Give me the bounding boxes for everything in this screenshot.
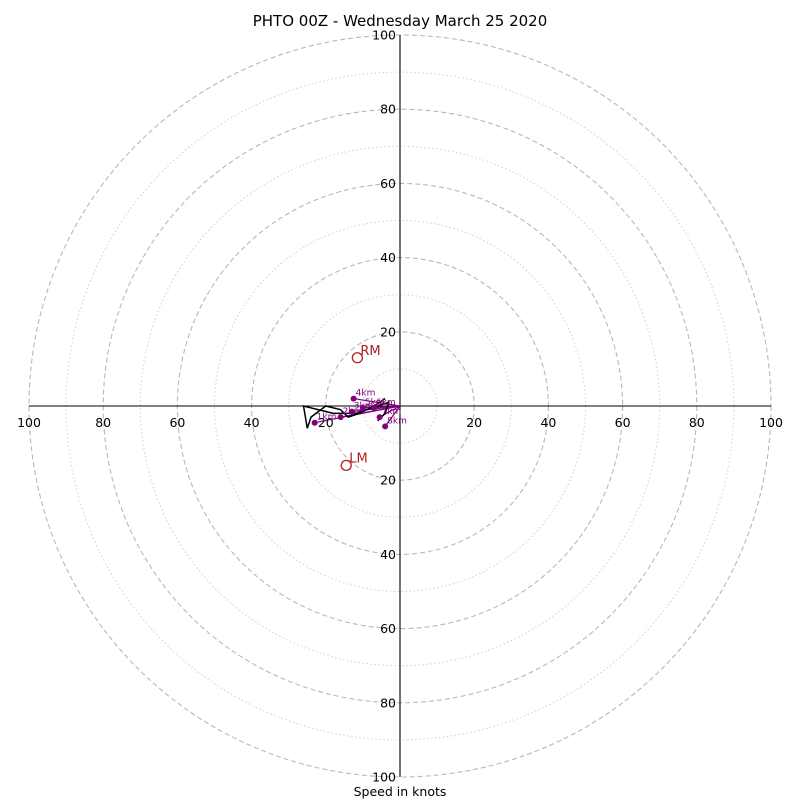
y-tick-label: 20	[380, 324, 396, 339]
x-tick-label: 80	[689, 415, 705, 430]
height-point-2km	[337, 414, 344, 421]
x-tick-label: 60	[169, 415, 185, 430]
wind-vector-4km	[353, 397, 401, 407]
y-tick-label: 60	[380, 176, 396, 191]
y-tick-labels: 100 80 60 40 20 20 40 60 80 100	[372, 28, 396, 785]
height-label-8km: 8km	[387, 416, 407, 426]
y-tick-label: 100	[372, 770, 396, 785]
height-points: 1km2km3km4km5km6km7km8km	[311, 389, 407, 430]
y-tick-label: 60	[380, 621, 396, 636]
x-tick-labels: 100 80 60 40 20 20 40 60 80 100	[17, 415, 783, 430]
height-label-6km: 6km	[376, 398, 396, 408]
x-tick-label: 40	[540, 415, 556, 430]
height-point-8km	[382, 423, 389, 430]
height-label-4km: 4km	[356, 389, 376, 399]
wind-vector-8km	[384, 405, 401, 427]
x-tick-label: 20	[466, 415, 482, 430]
storm-marker-rm	[351, 352, 363, 364]
height-point-6km	[371, 404, 378, 411]
x-tick-label: 100	[17, 415, 41, 430]
height-label-7km: 7km	[382, 407, 402, 417]
y-tick-label: 80	[380, 102, 396, 117]
height-point-3km	[348, 408, 355, 415]
y-tick-label: 100	[372, 28, 396, 43]
hodograph-line	[302, 397, 391, 429]
height-point-4km	[350, 395, 357, 402]
wind-vector-2km	[340, 405, 401, 418]
storm-label-rm: RM	[360, 344, 380, 359]
x-tick-label: 20	[318, 415, 334, 430]
y-tick-label: 20	[380, 473, 396, 488]
x-tick-label: 100	[759, 415, 783, 430]
chart-title: PHTO 00Z - Wednesday March 25 2020	[253, 12, 548, 30]
storm-motion-markers: RM LM	[340, 344, 381, 472]
x-tick-label: 40	[244, 415, 260, 430]
x-axis-label: Speed in knots	[354, 784, 447, 799]
height-point-1km	[311, 419, 318, 426]
height-label-5km: 5km	[365, 398, 385, 408]
y-tick-label: 80	[380, 695, 396, 710]
height-label-1km: 1km	[317, 413, 337, 423]
y-tick-label: 40	[380, 547, 396, 562]
x-tick-label: 60	[615, 415, 631, 430]
height-point-5km	[359, 404, 366, 411]
hodograph-trace	[302, 397, 391, 429]
y-tick-label: 40	[380, 250, 396, 265]
storm-marker-lm	[340, 459, 352, 472]
x-tick-label: 80	[95, 415, 111, 430]
height-point-7km	[376, 414, 383, 421]
storm-label-lm: LM	[349, 451, 367, 466]
